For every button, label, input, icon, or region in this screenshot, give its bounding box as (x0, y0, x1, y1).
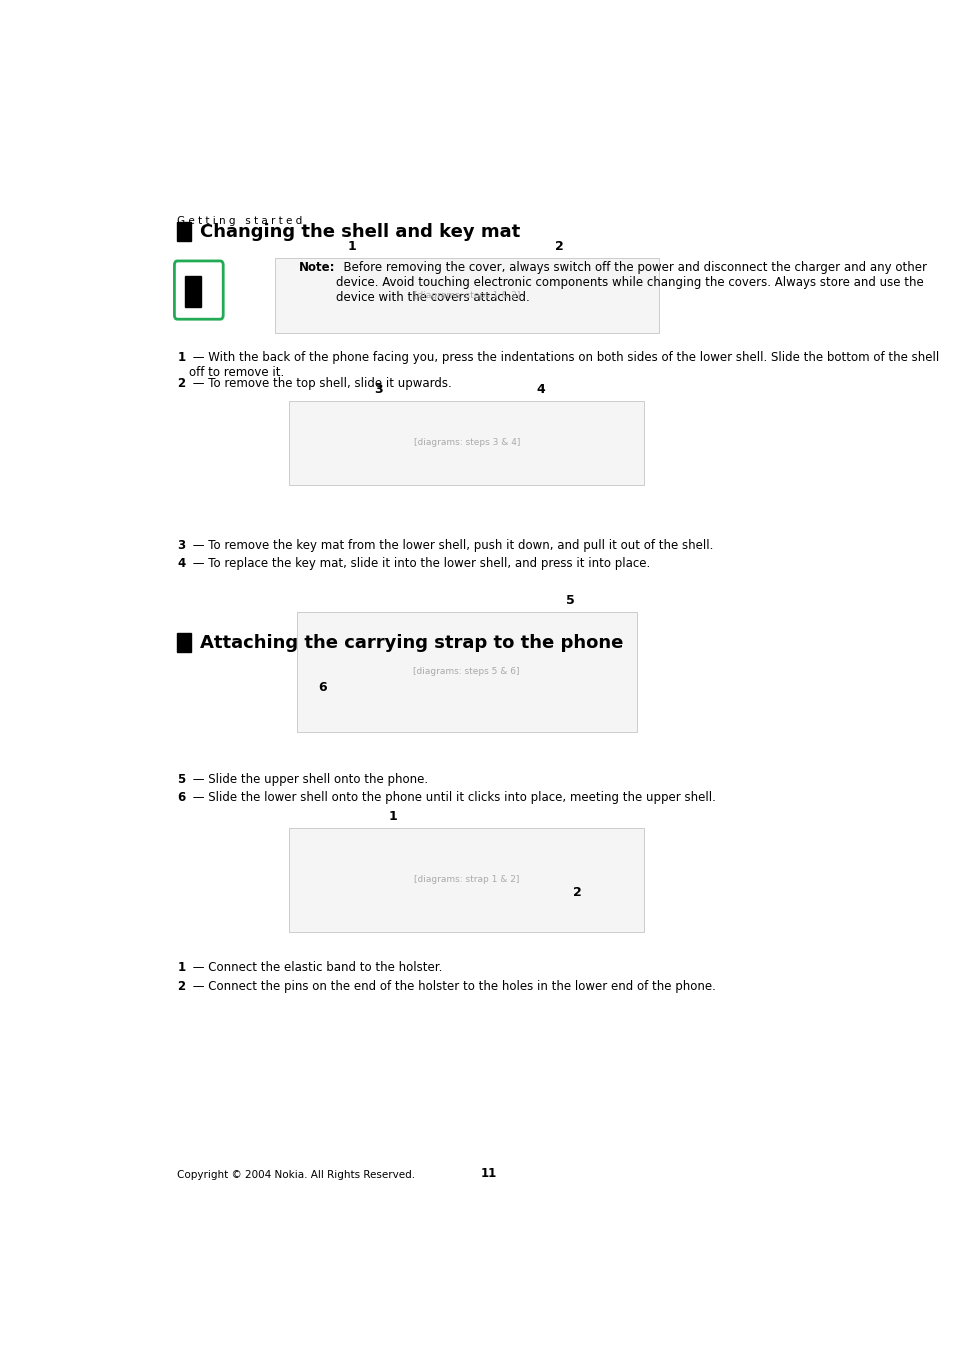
Text: 11: 11 (480, 1166, 497, 1179)
Text: [diagrams: steps 5 & 6]: [diagrams: steps 5 & 6] (413, 667, 519, 677)
Text: — With the back of the phone facing you, press the indentations on both sides of: — With the back of the phone facing you,… (189, 351, 939, 380)
Text: — Slide the lower shell onto the phone until it clicks into place, meeting the u: — Slide the lower shell onto the phone u… (189, 792, 716, 804)
Text: 2: 2 (555, 239, 563, 253)
Text: — To remove the key mat from the lower shell, push it down, and pull it out of t: — To remove the key mat from the lower s… (189, 539, 713, 551)
Text: Changing the shell and key mat: Changing the shell and key mat (199, 223, 519, 240)
FancyBboxPatch shape (174, 261, 223, 319)
Text: [diagrams: steps 3 & 4]: [diagrams: steps 3 & 4] (413, 439, 519, 447)
Text: 1: 1 (348, 239, 356, 253)
Bar (177, 223, 191, 242)
Bar (177, 634, 191, 653)
Bar (289, 828, 643, 932)
Text: 1: 1 (177, 961, 185, 974)
Text: Attaching the carrying strap to the phone: Attaching the carrying strap to the phon… (199, 634, 622, 651)
Text: 2: 2 (177, 979, 185, 993)
Text: 4: 4 (177, 558, 186, 570)
Text: — To remove the top shell, slide it upwards.: — To remove the top shell, slide it upwa… (189, 377, 452, 390)
Text: 2: 2 (177, 377, 185, 390)
Bar (274, 258, 659, 332)
Text: 3: 3 (374, 384, 382, 396)
Text: G e t t i n g   s t a r t e d: G e t t i n g s t a r t e d (177, 216, 302, 226)
Text: — To replace the key mat, slide it into the lower shell, and press it into place: — To replace the key mat, slide it into … (189, 558, 650, 570)
Bar (289, 401, 643, 485)
Text: 1: 1 (388, 809, 396, 823)
Text: 1: 1 (177, 351, 185, 365)
Text: 2: 2 (573, 886, 581, 898)
Text: 4: 4 (536, 384, 544, 396)
Bar (296, 612, 636, 732)
Text: [diagrams: steps 1 & 2]: [diagrams: steps 1 & 2] (413, 290, 519, 300)
Text: — Connect the pins on the end of the holster to the holes in the lower end of th: — Connect the pins on the end of the hol… (189, 979, 716, 993)
Bar (185, 276, 201, 307)
Text: Note:: Note: (299, 261, 335, 274)
Text: 6: 6 (318, 681, 327, 694)
Text: Copyright © 2004 Nokia. All Rights Reserved.: Copyright © 2004 Nokia. All Rights Reser… (177, 1170, 416, 1179)
Text: 3: 3 (177, 539, 185, 551)
Text: Before removing the cover, always switch off the power and disconnect the charge: Before removing the cover, always switch… (336, 261, 926, 304)
Text: — Slide the upper shell onto the phone.: — Slide the upper shell onto the phone. (189, 773, 428, 786)
Text: 5: 5 (565, 594, 574, 607)
Text: 6: 6 (177, 792, 186, 804)
Text: 5: 5 (177, 773, 186, 786)
Text: [diagrams: strap 1 & 2]: [diagrams: strap 1 & 2] (414, 875, 518, 885)
Text: — Connect the elastic band to the holster.: — Connect the elastic band to the holste… (189, 961, 442, 974)
